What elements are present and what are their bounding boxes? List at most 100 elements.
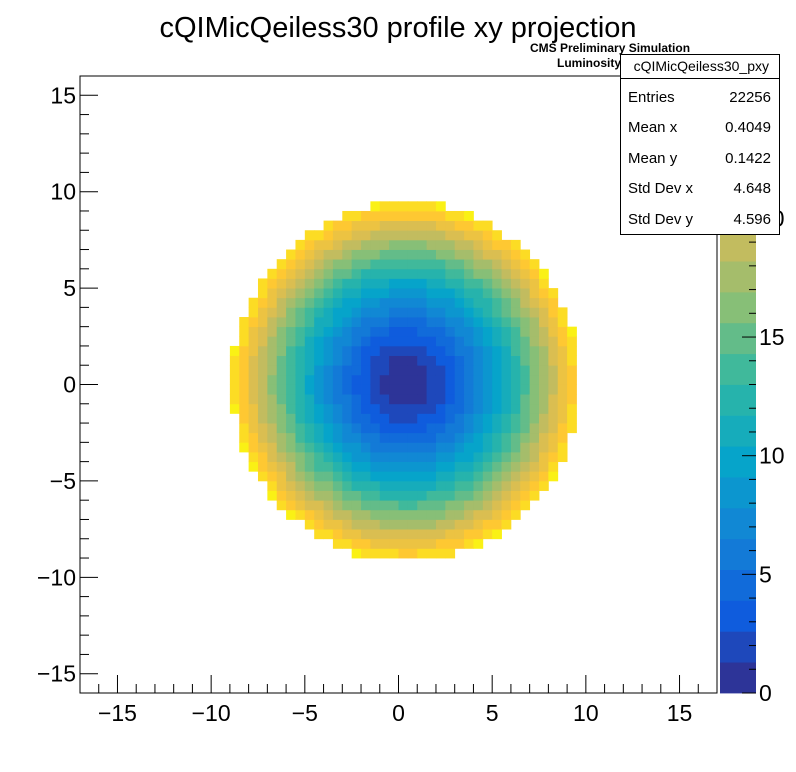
heatmap-cell [342, 355, 353, 366]
heatmap-cell [379, 259, 390, 270]
heatmap-cell [548, 394, 559, 405]
heatmap-cell [445, 239, 456, 250]
heatmap-cell [482, 249, 493, 260]
heatmap-cell [510, 509, 521, 520]
heatmap-cell [492, 480, 502, 491]
heatmap-cell [473, 451, 484, 463]
heatmap-cell [286, 365, 296, 376]
heatmap-cell [379, 365, 390, 376]
heatmap-cell [529, 288, 540, 299]
heatmap-cell [314, 432, 324, 443]
heatmap-cell [445, 432, 456, 443]
heatmap-cell [286, 259, 296, 270]
heatmap-cell [342, 519, 353, 530]
heatmap-cell [342, 384, 353, 395]
heatmap-cell [389, 249, 399, 260]
heatmap-cell [454, 326, 465, 337]
heatmap-cell [295, 413, 306, 424]
heatmap-cell [332, 384, 343, 395]
heatmap-cell [361, 317, 371, 328]
heatmap-cell [351, 307, 362, 318]
heatmap-cell [464, 249, 474, 260]
heatmap-cell [426, 471, 437, 482]
heatmap-cell [435, 259, 446, 270]
heatmap-cell [389, 548, 399, 559]
heatmap-cell [379, 423, 390, 434]
stats-label: Mean y [628, 149, 678, 167]
heatmap-cell [445, 384, 456, 395]
heatmap-cell [332, 403, 343, 414]
heatmap-cell [342, 326, 353, 337]
heatmap-cell [529, 432, 540, 443]
heatmap-cell [492, 307, 502, 318]
heatmap-cell [548, 403, 559, 414]
heatmap-cell [510, 288, 521, 299]
heatmap-cell [379, 249, 390, 260]
heatmap-cell [464, 480, 474, 491]
heatmap-cell [417, 317, 428, 328]
heatmap-cell [454, 317, 465, 328]
heatmap-cell [295, 394, 306, 405]
heatmap-cell [567, 413, 577, 424]
heatmap-cell [426, 490, 437, 501]
heatmap-cell [323, 288, 334, 299]
heatmap-cell [379, 394, 390, 405]
heatmap-cell [464, 365, 474, 376]
heatmap-cell [267, 336, 278, 347]
heatmap-cell [417, 288, 428, 299]
heatmap-cell [257, 288, 268, 299]
heatmap-cell [445, 355, 456, 366]
y-tick-label: 5 [63, 275, 76, 301]
heatmap-cell [257, 461, 268, 472]
heatmap-cell [445, 461, 456, 472]
heatmap-cell [361, 500, 371, 511]
heatmap-cell [295, 500, 306, 511]
heatmap-cell [510, 268, 521, 279]
heatmap-cell [361, 509, 371, 520]
heatmap-cell [548, 317, 559, 328]
heatmap-cell [464, 432, 474, 443]
heatmap-cell [417, 268, 428, 279]
heatmap-cell [529, 403, 540, 414]
heatmap-cell [370, 471, 381, 482]
heatmap-cell [548, 384, 559, 395]
heatmap-cell [276, 461, 287, 472]
heatmap-cell [539, 374, 549, 385]
heatmap-cell [342, 278, 353, 289]
heatmap-cell [370, 355, 381, 366]
heatmap-cell [445, 500, 456, 511]
heatmap-cell [557, 442, 568, 453]
heatmap-cell [257, 355, 268, 366]
heatmap-cell [267, 490, 278, 501]
heatmap-cell [426, 239, 437, 250]
heatmap-cell [379, 336, 390, 347]
heatmap-cell [342, 268, 353, 279]
heatmap-cell [286, 336, 296, 347]
heatmap-cell [510, 297, 521, 308]
heatmap-cell [304, 259, 315, 270]
heatmap-cell [529, 365, 540, 376]
heatmap-cell [342, 297, 353, 308]
heatmap-cell [332, 307, 343, 318]
heatmap-cell [407, 403, 418, 414]
heatmap-cell [426, 538, 437, 549]
heatmap-cell [435, 326, 446, 337]
heatmap-cell [492, 230, 502, 241]
heatmap-cell [389, 365, 399, 376]
heatmap-cell [389, 374, 399, 385]
heatmap-cell [492, 451, 502, 463]
heatmap-cell [520, 326, 531, 337]
heatmap-cell [276, 278, 287, 289]
heatmap-cell [417, 519, 428, 530]
heatmap-cell [389, 326, 399, 337]
colorbar-band [720, 507, 756, 540]
heatmap-cell [492, 268, 502, 279]
heatmap-cell [370, 394, 381, 405]
heatmap-cell [323, 374, 334, 385]
heatmap-cell [332, 365, 343, 376]
heatmap-cell [332, 249, 343, 260]
heatmap-cell [407, 210, 418, 222]
heatmap-cell [351, 278, 362, 289]
heatmap-cell [435, 509, 446, 520]
stats-label: Std Dev y [628, 210, 694, 228]
